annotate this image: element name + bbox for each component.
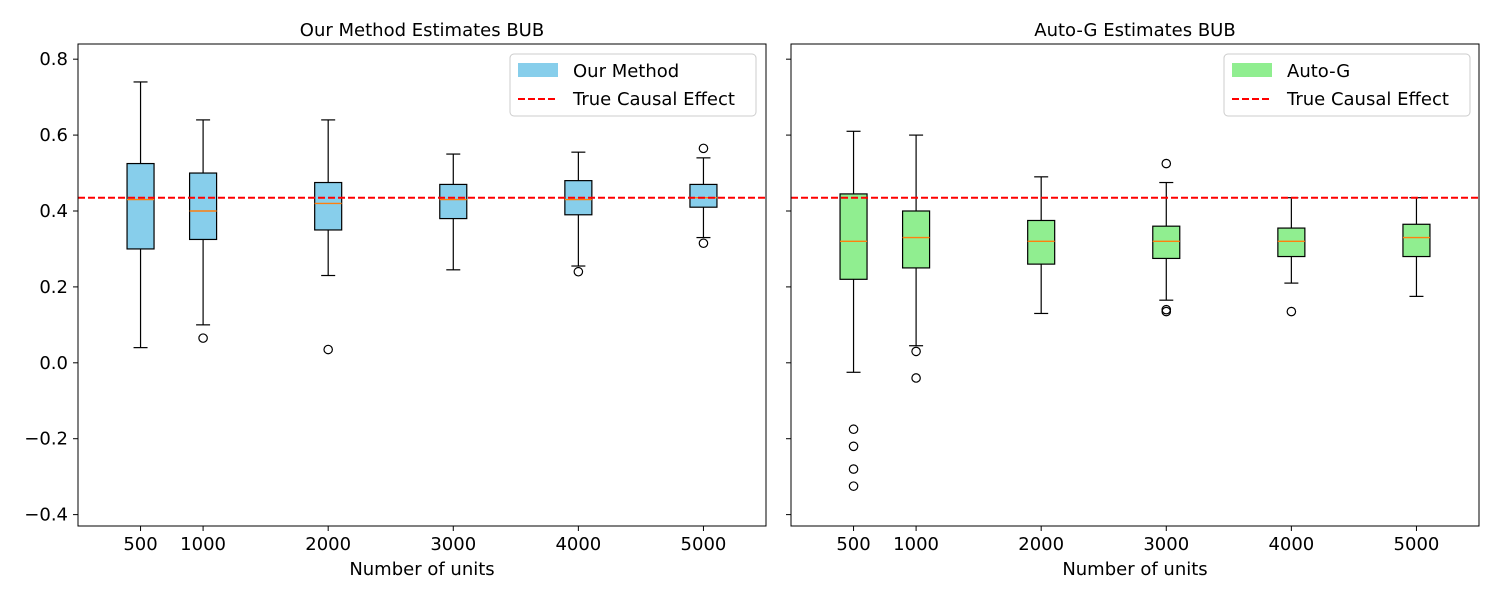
y-tick-label: −0.4	[24, 505, 68, 526]
box-1000	[901, 134, 931, 383]
legend-swatch-box	[518, 63, 558, 77]
legend-frame	[1223, 53, 1471, 117]
legend-swatch-box	[1232, 63, 1272, 77]
outlier-point	[911, 373, 921, 383]
x-tick-label: 3000	[1143, 534, 1189, 555]
iqr-box	[901, 210, 931, 269]
outlier-point	[1161, 158, 1172, 169]
iqr-box	[314, 181, 343, 231]
y-tick-label: 0.8	[39, 49, 68, 70]
x-axis-label: Number of units	[1062, 559, 1207, 580]
outlier-point	[911, 346, 921, 357]
iqr-box	[439, 183, 468, 220]
panel-our-method: Our Method Estimates BUB −0.4 −0.2 0.0 0.2 0…	[24, 20, 767, 580]
iqr-box	[1402, 223, 1431, 258]
legend-label-box: Auto-G	[1287, 61, 1350, 82]
iqr-box	[1277, 227, 1306, 258]
iqr-box	[188, 172, 218, 241]
outlier-point	[848, 441, 859, 452]
outlier-point	[1161, 306, 1172, 317]
legend-label-box: Our Method	[573, 61, 679, 82]
y-tick-label: 0.4	[39, 201, 68, 222]
chart-title: Auto-G Estimates BUB	[1034, 20, 1235, 41]
box-1000	[188, 119, 218, 343]
x-tick-label: 3000	[430, 534, 476, 555]
box-4000	[564, 151, 593, 277]
iqr-box	[839, 193, 868, 280]
legend: Auto-G True Causal Effect	[1223, 53, 1471, 117]
y-tick-label: −0.2	[24, 429, 68, 450]
outlier-point	[573, 266, 584, 277]
outlier-point	[848, 481, 859, 491]
box-3000	[439, 153, 468, 271]
x-axis-label: Number of units	[349, 559, 494, 580]
x-tick-label: 2000	[305, 534, 351, 555]
outlier-point	[848, 464, 859, 474]
outlier-point	[1286, 306, 1297, 317]
y-tick-label: 0.0	[39, 353, 68, 374]
x-tick-label: 500	[836, 534, 870, 555]
x-tick-label: 5000	[1394, 534, 1440, 555]
outlier-point	[1161, 304, 1172, 315]
outlier-point	[698, 143, 709, 154]
iqr-box	[1027, 219, 1056, 265]
box-2000	[1027, 176, 1056, 315]
x-tick-label: 2000	[1018, 534, 1064, 555]
chart-title: Our Method Estimates BUB	[300, 20, 544, 41]
legend: Our Method True Causal Effect	[509, 53, 757, 117]
legend-label-reference: True Causal Effect	[572, 89, 735, 110]
box-500	[839, 130, 868, 491]
outlier-point	[698, 238, 709, 249]
iqr-box	[1152, 225, 1181, 260]
y-tick-label: 0.6	[39, 125, 68, 146]
x-tick-label: 1000	[893, 534, 939, 555]
box-3000	[1152, 158, 1181, 317]
plot-area: −0.4 −0.2 0.0 0.2 0.4 0.6 0.8 500 1000 2000 3000 40…	[24, 43, 767, 555]
box-4000	[1277, 197, 1306, 317]
box-2000	[314, 119, 343, 355]
outlier-point	[323, 344, 333, 355]
x-tick-label: 4000	[555, 534, 601, 555]
box-5000	[1402, 197, 1431, 297]
x-tick-label: 500	[123, 534, 157, 555]
axes-frame	[790, 43, 1480, 527]
outlier-point	[198, 333, 208, 343]
box-5000	[689, 143, 718, 249]
outlier-point	[848, 424, 859, 435]
axes-frame	[77, 43, 767, 527]
legend-frame	[509, 53, 757, 117]
iqr-box	[689, 183, 718, 208]
plot-area: 500 1000 2000 3000 4000 5000	[786, 43, 1480, 555]
iqr-box	[126, 162, 155, 250]
panel-auto-g: Auto-G Estimates BUB 500 1000 2000 3000 4000…	[786, 20, 1480, 580]
y-tick-label: 0.2	[39, 277, 68, 298]
x-tick-label: 5000	[681, 534, 727, 555]
box-500	[126, 81, 155, 349]
x-tick-label: 1000	[180, 534, 226, 555]
legend-label-reference: True Causal Effect	[1286, 89, 1449, 110]
x-tick-label: 4000	[1268, 534, 1314, 555]
